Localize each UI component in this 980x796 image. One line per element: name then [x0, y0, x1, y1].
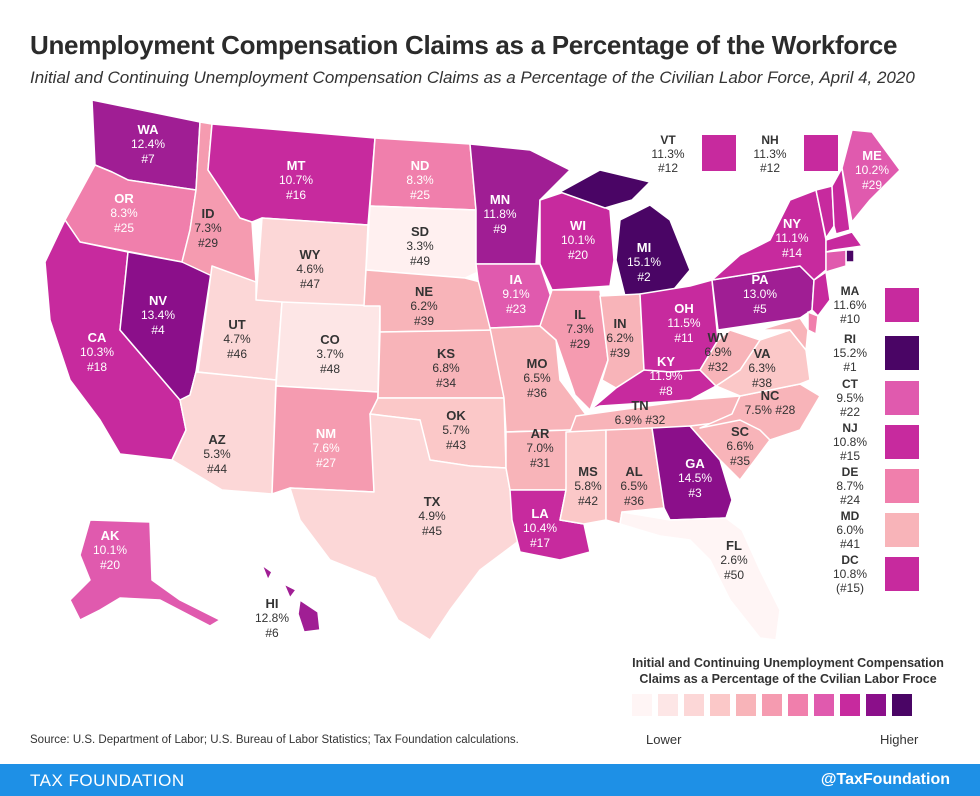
- swatch-vt: [702, 135, 736, 171]
- swatch-dc: [885, 557, 919, 591]
- state-mn: [469, 143, 571, 265]
- state-label-or: OR 8.3% #25: [110, 191, 138, 235]
- state-label-mt: MT 10.7% #16: [278, 158, 314, 202]
- page-subtitle: Initial and Continuing Unemployment Comp…: [30, 68, 915, 87]
- state-label-mi: MI 15.1% #2: [626, 240, 662, 284]
- state-label-fl: FL 2.6% #50: [720, 538, 748, 582]
- state-label-co: CO 3.7% #48: [316, 332, 344, 376]
- legend-title: Initial and Continuing Unemployment Comp…: [632, 656, 944, 686]
- state-md: [759, 317, 809, 351]
- state-label-oh: OH 11.5% #11: [667, 301, 701, 345]
- state-label-mo: MO 6.5% #36: [523, 356, 551, 400]
- us-map: [44, 99, 901, 641]
- state-fl: [619, 511, 781, 641]
- state-label-tx: TX 4.9% #45: [418, 494, 446, 538]
- state-label-mn: MN 11.8% #9: [483, 192, 517, 236]
- callout-vt: VT 11.3% #12: [638, 133, 758, 175]
- side-box-dc: DC 10.8% (#15): [820, 553, 920, 595]
- state-tx: [289, 413, 521, 641]
- legend-swatch: [710, 694, 730, 716]
- state-label-wi: WI 10.1% #20: [560, 218, 596, 262]
- state-hi: [261, 564, 321, 633]
- swatch-ri: [885, 336, 919, 370]
- state-label-ne: NE 6.2% #39: [410, 284, 438, 328]
- state-label-ms: MS 5.8% #42: [574, 464, 602, 508]
- state-label-wy: WY 4.6% #47: [296, 247, 324, 291]
- state-label-ca: CA 10.3% #18: [79, 330, 115, 374]
- footer-bar: TAX FOUNDATION @TaxFoundation: [0, 764, 980, 796]
- swatch-de: [885, 469, 919, 503]
- state-label-tn: TN 6.9% #32: [614, 398, 666, 427]
- state-label-ok: OK 5.7% #43: [442, 408, 470, 452]
- state-label-nv: NV 13.4% #4: [140, 293, 176, 337]
- state-label-sd: SD 3.3% #49: [406, 224, 434, 268]
- legend-swatch: [632, 694, 652, 716]
- state-wv: [699, 329, 761, 387]
- state-label-ia: IA 9.1% #23: [502, 272, 530, 316]
- legend-swatch: [684, 694, 704, 716]
- side-box-ct: CT 9.5% #22: [820, 377, 920, 419]
- state-label-nd: ND 8.3% #25: [406, 158, 434, 202]
- state-label-me: ME 10.2% #29: [854, 148, 890, 192]
- state-label-pa: PA 13.0% #5: [742, 272, 778, 316]
- state-label-al: AL 6.5% #36: [620, 464, 648, 508]
- side-box-md: MD 6.0% #41: [820, 509, 920, 551]
- footer-brand: TAX FOUNDATION: [30, 771, 185, 790]
- state-me: [841, 129, 901, 223]
- state-label-ga: GA 14.5% #3: [677, 456, 713, 500]
- state-ri: [845, 249, 855, 263]
- state-label-il: IL 7.3% #29: [566, 307, 594, 351]
- state-label-va: VA 6.3% #38: [748, 346, 776, 390]
- state-label-nm: NM 7.6% #27: [312, 426, 340, 470]
- swatch-ma: [885, 288, 919, 322]
- state-label-sc: SC 6.6% #35: [726, 424, 754, 468]
- state-label-wv: WV 6.9% #32: [704, 330, 732, 374]
- side-box-ri: RI 15.2% #1: [820, 332, 920, 374]
- legend-swatch: [788, 694, 808, 716]
- legend-swatch: [892, 694, 912, 716]
- state-nh: [831, 167, 851, 235]
- legend-lower-label: Lower: [646, 732, 682, 747]
- state-label-ak: AK 10.1% #20: [92, 528, 128, 572]
- state-de: [807, 311, 819, 335]
- side-box-de: DE 8.7% #24: [820, 465, 920, 507]
- callout-nh: NH 11.3% #12: [740, 133, 860, 175]
- state-label-hi: HI 12.8% #6: [254, 596, 290, 640]
- state-label-id: ID 7.3% #29: [194, 206, 222, 250]
- state-ak: [69, 519, 221, 627]
- state-label-ar: AR 7.0% #31: [526, 426, 554, 470]
- state-label-ks: KS 6.8% #34: [432, 346, 460, 390]
- swatch-nh: [804, 135, 838, 171]
- legend-swatch: [658, 694, 678, 716]
- state-label-ny: NY 11.1% #14: [775, 216, 809, 260]
- state-nj: [811, 271, 831, 317]
- state-label-ut: UT 4.7% #46: [223, 317, 251, 361]
- legend-swatch: [736, 694, 756, 716]
- state-label-in: IN 6.2% #39: [606, 316, 634, 360]
- legend-swatch: [762, 694, 782, 716]
- legend-scale: [632, 694, 912, 716]
- side-box-nj: NJ 10.8% #15: [820, 421, 920, 463]
- state-mi: [559, 169, 691, 297]
- state-label-az: AZ 5.3% #44: [203, 432, 231, 476]
- state-nc: [699, 383, 821, 441]
- legend-swatch: [814, 694, 834, 716]
- swatch-md: [885, 513, 919, 547]
- state-ct: [825, 249, 847, 273]
- legend-higher-label: Higher: [880, 732, 919, 747]
- legend-swatch: [866, 694, 886, 716]
- state-label-la: LA 10.4% #17: [522, 506, 558, 550]
- state-label-wa: WA 12.4% #7: [130, 122, 166, 166]
- page-title: Unemployment Compensation Claims as a Pe…: [30, 30, 898, 60]
- legend-swatch: [840, 694, 860, 716]
- footer-handle: @TaxFoundation: [820, 771, 950, 788]
- state-ma: [825, 231, 863, 253]
- source-note: Source: U.S. Department of Labor; U.S. B…: [30, 734, 519, 746]
- state-label-nc: NC 7.5% #28: [744, 388, 796, 417]
- state-label-ky: KY 11.9% #8: [649, 354, 683, 398]
- state-sd: [365, 205, 479, 279]
- side-box-ma: MA 11.6% #10: [820, 284, 920, 326]
- swatch-ct: [885, 381, 919, 415]
- swatch-nj: [885, 425, 919, 459]
